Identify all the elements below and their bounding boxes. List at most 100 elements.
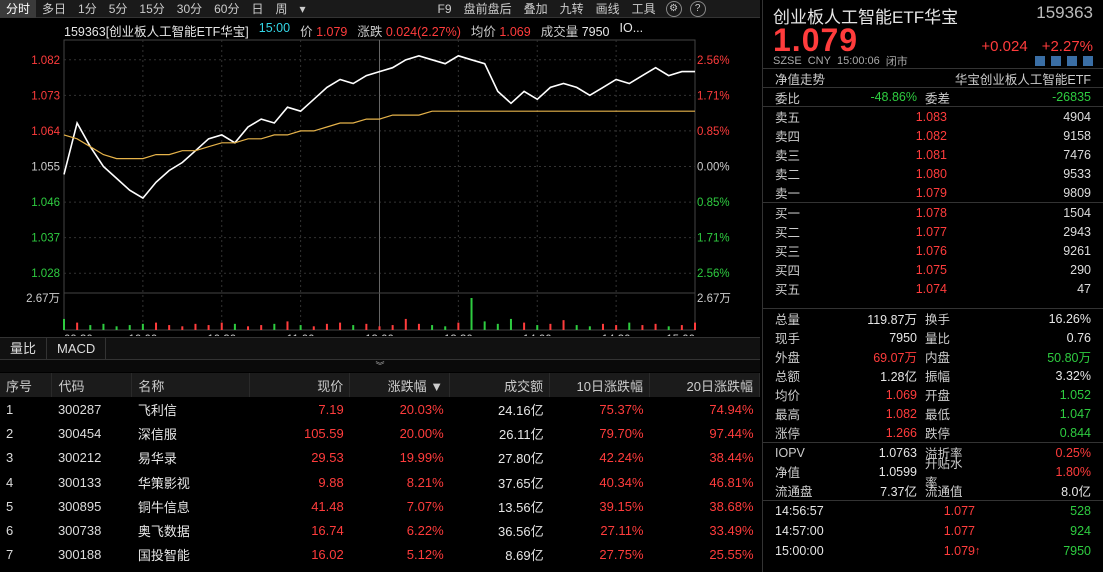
table-cell: 9.88 xyxy=(318,474,344,490)
bell-icon[interactable] xyxy=(1067,56,1077,66)
table-row[interactable]: 4 300133 华策影视 9.88 8.21% 37.65亿 40.34% 46.81% xyxy=(0,470,760,494)
table-cell: 27.75% xyxy=(599,547,644,563)
edit-icon[interactable] xyxy=(1035,56,1045,66)
stat-label: 振幅 xyxy=(925,370,951,384)
table-cell: 飞利信 xyxy=(137,402,177,418)
toolbar-item-12[interactable]: 叠加 xyxy=(523,1,548,16)
toolbar-item-15[interactable]: 工具 xyxy=(631,1,656,16)
toolbar-item-3[interactable]: 5分 xyxy=(108,1,128,16)
tick-time: 14:56:57 xyxy=(775,504,824,518)
y-tick-pct: 2.56% xyxy=(697,268,730,280)
quote-time: 15:00:06 xyxy=(836,55,880,67)
table-row[interactable]: 2 300454 深信服 105.59 20.00% 26.11亿 79.70% 97.44% xyxy=(0,421,760,445)
stat-row: 流通盘 7.37亿 流通值 8.0亿 xyxy=(763,481,1103,500)
volume-bar xyxy=(588,326,591,330)
x-tick-label: 13:00 xyxy=(365,334,394,336)
table-cell: 16.74 xyxy=(311,523,344,539)
tab-indicator-1[interactable]: MACD xyxy=(47,338,107,359)
fund-title: 创业板人工智能ETF华宝 xyxy=(773,8,959,27)
table-row[interactable]: 6 300738 奥飞数据 16.74 6.22% 36.56亿 27.11% 33.49% xyxy=(0,518,760,542)
intraday-chart[interactable]: 1.082 2.56% 1.073 1.71% 1.064 0.85% 1.055 0.00%… xyxy=(0,18,760,336)
volume-bar xyxy=(220,322,223,330)
y-tick-pct: 0.00% xyxy=(697,162,730,174)
buy-level-row: 买一 1.078 1504 xyxy=(763,203,1103,222)
toolbar-item-5[interactable]: 30分 xyxy=(176,1,203,16)
table-row[interactable]: 1 300287 飞利信 7.19 20.03% 24.16亿 75.37% 74.94% xyxy=(0,397,760,421)
stat-value: 8.0亿 xyxy=(1061,485,1091,499)
stat-row: 外盘 69.07万 内盘 50.80万 xyxy=(763,347,1103,366)
tab-indicator-0[interactable]: 量比 xyxy=(0,338,48,359)
column-header-4[interactable]: 涨跌幅 ▼ xyxy=(349,373,451,397)
volume-bar xyxy=(575,325,578,330)
y-tick-pct: 1.71% xyxy=(697,233,730,245)
buy-level-volume: 47 xyxy=(1077,281,1091,296)
toolbar-item-6[interactable]: 60分 xyxy=(214,1,240,16)
table-cell: 300188 xyxy=(57,547,102,563)
table-row[interactable]: 3 300212 易华录 29.53 19.99% 27.80亿 42.24% 38.44% xyxy=(0,446,760,470)
table-cell: 36.56亿 xyxy=(498,524,544,540)
table-cell: 7.19 xyxy=(318,401,344,417)
volume-bar xyxy=(378,326,381,330)
stat-value: 0.844 xyxy=(1059,425,1091,440)
toolbar-item-13[interactable]: 九转 xyxy=(559,1,584,16)
price-pct: +2.27% xyxy=(1041,38,1093,55)
toolbar-item-9[interactable]: ▾ xyxy=(299,1,306,16)
toolbar-item-14[interactable]: 画线 xyxy=(595,1,620,16)
settings-icon[interactable] xyxy=(1083,56,1093,66)
volume-bar xyxy=(339,322,342,330)
table-cell: 奥飞数据 xyxy=(137,524,190,540)
stat-label: 溢折率 xyxy=(925,447,963,461)
volume-bar xyxy=(536,325,539,330)
sell-level-row: 卖三 1.081 7476 xyxy=(763,145,1103,164)
constituent-table: 序号 代码 名称 现价 涨跌幅 ▼ 成交额 10日涨跌幅 20日涨跌幅 1 300287 飞利信 7… xyxy=(0,373,760,567)
column-header-0[interactable]: 序号 xyxy=(0,373,53,397)
table-row[interactable]: 7 300188 国投智能 16.02 5.12% 8.69亿 27.75% 25.55% xyxy=(0,543,760,567)
column-header-3[interactable]: 现价 xyxy=(249,373,351,397)
weibi-value: -48.86% xyxy=(870,90,917,104)
change-value: 0.024(2.27%) xyxy=(385,25,461,39)
table-cell: 13.56亿 xyxy=(498,499,544,515)
toolbar-item-2[interactable]: 1分 xyxy=(78,1,97,16)
column-header-6[interactable]: 10日涨跌幅 xyxy=(549,373,650,397)
x-tick-label: 10:00 xyxy=(128,334,157,336)
volume-bar xyxy=(444,326,447,330)
toolbar-item-10[interactable]: F9 xyxy=(437,1,452,16)
sell-level-volume: 7476 xyxy=(1063,147,1091,162)
toolbar-item-11[interactable]: 盘前盘后 xyxy=(463,1,512,16)
toolbar-item-4[interactable]: 15分 xyxy=(139,1,165,16)
table-cell: 300212 xyxy=(57,450,102,466)
table-row[interactable]: 5 300895 铜牛信息 41.48 7.07% 13.56亿 39.15% 38.68% xyxy=(0,494,760,518)
price-line xyxy=(63,54,695,200)
column-header-5[interactable]: 成交额 xyxy=(449,373,551,397)
table-cell: 26.11亿 xyxy=(499,426,544,442)
nav-trend-link[interactable]: 净值走势 xyxy=(775,72,826,87)
more-indicator[interactable]: IO... xyxy=(619,21,644,35)
stat-value: 7950 xyxy=(889,330,917,345)
column-header-1[interactable]: 代码 xyxy=(51,373,133,397)
x-tick-label: 09:30 xyxy=(64,334,93,336)
stat-value: 1.069 xyxy=(885,387,917,402)
toolbar-item-1[interactable]: 多日 xyxy=(42,1,67,16)
table-cell: 20.00% xyxy=(399,425,444,441)
help-icon[interactable]: ? xyxy=(689,0,706,17)
gear-icon[interactable]: ⚙ xyxy=(665,0,682,17)
volume-bar xyxy=(181,326,184,330)
y-tick-label: 1.055 xyxy=(31,162,60,174)
tick-price: 1.079 xyxy=(943,544,975,558)
buy-orders: 买一 1.078 1504 买二 1.077 2943 买三 1.076 9261 买四 1.075… xyxy=(763,202,1103,298)
toolbar-item-8[interactable]: 周 xyxy=(275,1,288,16)
column-header-2[interactable]: 名称 xyxy=(131,373,251,397)
avg-price-line xyxy=(63,110,695,160)
table-cell: 41.48 xyxy=(311,498,344,514)
toolbar-item-7[interactable]: 日 xyxy=(251,1,264,16)
buy-level-price: 1.076 xyxy=(915,243,947,258)
table-cell: 46.81% xyxy=(709,474,754,490)
volume-bar xyxy=(628,322,631,330)
toolbar-item-0[interactable]: 分时 xyxy=(0,0,37,18)
indicator-tabs: 量比 MACD xyxy=(0,337,760,360)
column-header-7[interactable]: 20日涨跌幅 xyxy=(649,373,760,397)
share-icon[interactable] xyxy=(1051,56,1061,66)
expand-panel-icon[interactable]: ︾ xyxy=(0,360,760,372)
tick-time: 14:57:00 xyxy=(775,524,824,538)
sell-level-row: 卖五 1.083 4904 xyxy=(763,107,1103,126)
